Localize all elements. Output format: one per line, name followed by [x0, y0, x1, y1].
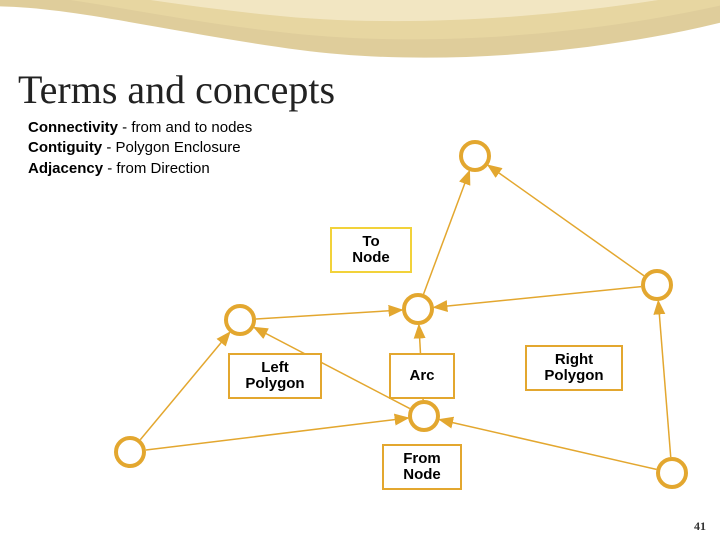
def-line-2: Adjacency - from Direction: [28, 159, 252, 179]
edge-right_upper-top: [488, 165, 644, 275]
page-title: Terms and concepts: [18, 66, 335, 113]
node-left: [226, 306, 254, 334]
node-top: [461, 142, 489, 170]
def-line-1: Contiguity - Polygon Enclosure: [28, 138, 252, 158]
edge-right_upper-to: [434, 287, 641, 308]
swoosh-inner: [0, 0, 720, 21]
label-right-polygon: RightPolygon: [525, 345, 623, 391]
label-left-polygon: LeftPolygon: [228, 353, 322, 399]
node-from: [410, 402, 438, 430]
edge-right_lower-from: [440, 420, 657, 470]
edge-bottom_left-left: [140, 332, 230, 439]
nodes: [116, 142, 686, 487]
label-from-node: FromNode: [382, 444, 462, 490]
edge-bottom_left-from: [146, 418, 408, 450]
def-line-0: Connectivity - from and to nodes: [28, 118, 252, 138]
node-to: [404, 295, 432, 323]
edges: [140, 165, 670, 469]
label-arc: Arc: [389, 353, 455, 399]
page-number: 41: [694, 519, 706, 534]
node-bottom_left: [116, 438, 144, 466]
swoosh-outer: [0, 0, 720, 58]
label-to-node: ToNode: [330, 227, 412, 273]
edge-left-to: [256, 310, 402, 319]
edge-to-top: [424, 171, 470, 294]
node-right_upper: [643, 271, 671, 299]
edge-right_lower-right_upper: [658, 301, 670, 457]
node-right_lower: [658, 459, 686, 487]
definitions-block: Connectivity - from and to nodes Contigu…: [28, 118, 252, 179]
swoosh-mid: [0, 0, 720, 39]
